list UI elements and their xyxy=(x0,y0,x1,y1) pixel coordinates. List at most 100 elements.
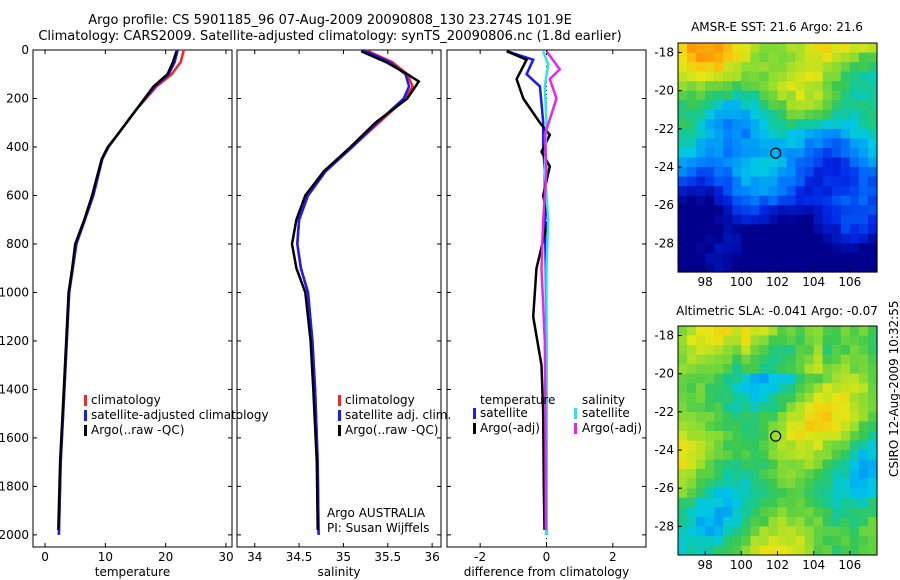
heatmap-cell xyxy=(804,148,815,159)
heatmap-cell xyxy=(705,373,715,384)
heatmap-cell xyxy=(868,354,878,365)
heatmap-cell xyxy=(705,119,715,130)
heatmap-cell xyxy=(750,497,760,508)
heatmap-cell xyxy=(714,507,724,518)
heatmap-cell xyxy=(858,176,869,187)
heatmap-cell xyxy=(849,440,860,451)
heatmap-cell xyxy=(849,402,860,413)
heatmap-cell xyxy=(714,535,724,546)
annotation-pi: PI: Susan Wijffels xyxy=(327,521,429,535)
heatmap-cell xyxy=(813,43,824,54)
heatmap-cell xyxy=(750,100,760,111)
heatmap-cell xyxy=(768,81,779,92)
heatmap-cell xyxy=(786,507,797,518)
heatmap-cell xyxy=(777,90,788,101)
heatmap-cell xyxy=(868,71,878,82)
legend-diff-swatch xyxy=(574,408,577,419)
heatmap-cell xyxy=(678,335,688,346)
heatmap-cell xyxy=(786,326,797,337)
heatmap-cell xyxy=(750,90,760,101)
heatmap-cell xyxy=(696,421,706,432)
heatmap-cell xyxy=(750,507,760,518)
heatmap-cell xyxy=(840,326,851,337)
series-line-1-2 xyxy=(57,49,179,535)
heatmap-cell xyxy=(868,148,878,159)
heatmap-cell xyxy=(822,497,833,508)
heatmap-cell xyxy=(696,516,706,527)
heatmap-cell xyxy=(768,497,779,508)
heatmap-cell xyxy=(831,507,842,518)
heatmap-cell xyxy=(687,345,697,356)
heatmap-cell xyxy=(768,345,779,356)
heatmap-cell xyxy=(804,52,815,63)
heatmap-cell xyxy=(714,148,724,159)
x-tick-label: 35.5 xyxy=(374,550,401,564)
heatmap-cell xyxy=(705,478,715,489)
heatmap-cell xyxy=(822,81,833,92)
series-line-2-3 xyxy=(290,50,421,531)
heatmap-cell xyxy=(795,402,806,413)
heatmap-cell xyxy=(786,431,797,442)
heatmap-cell xyxy=(759,440,769,451)
heatmap-cell xyxy=(723,43,733,54)
heatmap-cell xyxy=(868,81,878,92)
heatmap-cell xyxy=(696,440,706,451)
heatmap-cell xyxy=(804,450,815,461)
heatmap-cell xyxy=(732,71,742,82)
heatmap-cell xyxy=(795,157,806,168)
heatmap-cell xyxy=(804,421,815,432)
heatmap-cell xyxy=(732,421,742,432)
heatmap-cell xyxy=(741,205,751,216)
legend-salinity-swatch xyxy=(338,425,341,436)
heatmap-cell xyxy=(696,535,706,546)
legend-salinity-swatch xyxy=(338,410,341,421)
heatmap-cell xyxy=(678,354,688,365)
heatmap-cell xyxy=(750,402,760,413)
heatmap-cell xyxy=(687,186,697,197)
heatmap-cell xyxy=(868,167,878,178)
heatmap-cell xyxy=(741,535,751,546)
heatmap-cell xyxy=(750,326,760,337)
heatmap-cell xyxy=(831,138,842,149)
heatmap-cell xyxy=(732,459,742,470)
legend-diff-label: satellite xyxy=(582,406,630,420)
heatmap-cell xyxy=(786,497,797,508)
heatmap-cell xyxy=(831,345,842,356)
heatmap-cell xyxy=(750,233,760,244)
heatmap-cell xyxy=(858,373,869,384)
heatmap-cell xyxy=(714,459,724,470)
heatmap-cell xyxy=(777,545,788,556)
heatmap-cell xyxy=(831,364,842,375)
heatmap-cell xyxy=(723,148,733,159)
heatmap-cell xyxy=(678,43,688,54)
heatmap-cell xyxy=(714,224,724,235)
heatmap-cell xyxy=(849,326,860,337)
heatmap-cell xyxy=(750,535,760,546)
heatmap-cell xyxy=(786,421,797,432)
heatmap-cell xyxy=(678,364,688,375)
heatmap-cell xyxy=(831,478,842,489)
heatmap-cell xyxy=(723,478,733,489)
heatmap-cell xyxy=(759,243,769,254)
heatmap-cell xyxy=(741,421,751,432)
heatmap-cell xyxy=(786,459,797,470)
heatmap-cell xyxy=(840,421,851,432)
heatmap-cell xyxy=(687,459,697,470)
heatmap-cell xyxy=(858,262,869,273)
heatmap-cell xyxy=(678,195,688,206)
heatmap-cell xyxy=(768,100,779,111)
heatmap-cell xyxy=(795,507,806,518)
heatmap-cell xyxy=(795,214,806,225)
heatmap-cell xyxy=(840,128,851,139)
heatmap-cell xyxy=(750,224,760,235)
heatmap-cell xyxy=(705,81,715,92)
heatmap-cell xyxy=(858,335,869,346)
heatmap-cell xyxy=(759,431,769,442)
heatmap-cell xyxy=(696,138,706,149)
heatmap-cell xyxy=(868,507,878,518)
heatmap-cell xyxy=(750,52,760,63)
heatmap-cell xyxy=(868,421,878,432)
heatmap-cell xyxy=(678,262,688,273)
y-tick-label: 800 xyxy=(6,237,29,251)
heatmap-cell xyxy=(849,545,860,556)
